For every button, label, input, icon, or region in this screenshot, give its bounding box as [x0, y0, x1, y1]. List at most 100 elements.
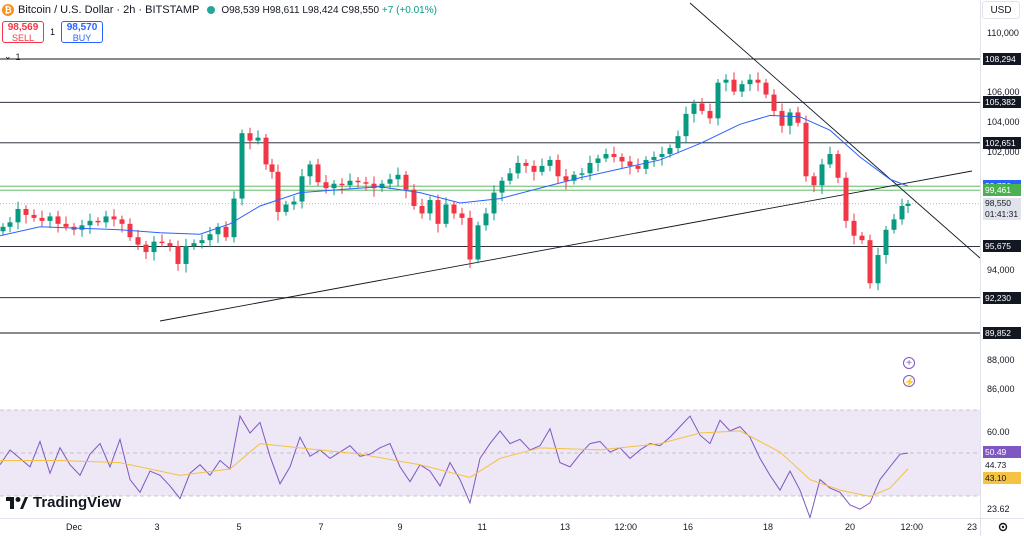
candle[interactable] — [255, 137, 261, 141]
candle[interactable] — [331, 183, 337, 189]
candle[interactable] — [167, 243, 173, 247]
candle[interactable] — [355, 180, 361, 183]
candle[interactable] — [239, 133, 245, 199]
rsi-line[interactable] — [0, 414, 909, 518]
candle[interactable] — [843, 177, 849, 221]
candle[interactable] — [595, 158, 601, 163]
candle[interactable] — [859, 235, 865, 241]
trendline-resistance[interactable] — [689, 2, 980, 259]
candle[interactable] — [875, 255, 881, 284]
candle[interactable] — [63, 223, 69, 227]
candle[interactable] — [435, 200, 441, 224]
candle[interactable] — [143, 244, 149, 253]
candle[interactable] — [475, 225, 481, 260]
rsi-ma-value-label[interactable]: 43.10 — [983, 472, 1021, 484]
candle[interactable] — [111, 216, 117, 220]
candle[interactable] — [611, 153, 617, 157]
candle[interactable] — [827, 153, 833, 165]
lightning-icon[interactable]: ⚡ — [903, 375, 916, 387]
candle[interactable] — [619, 156, 625, 162]
candle[interactable] — [819, 164, 825, 186]
candle[interactable] — [579, 173, 585, 175]
candle[interactable] — [891, 219, 897, 230]
candle[interactable] — [299, 176, 305, 202]
candle[interactable] — [555, 159, 561, 177]
candle[interactable] — [395, 174, 401, 180]
candle[interactable] — [739, 84, 745, 92]
candle[interactable] — [451, 204, 457, 214]
trendline-support[interactable] — [159, 170, 973, 322]
candle[interactable] — [231, 198, 237, 238]
candle[interactable] — [507, 173, 513, 181]
level-price-label[interactable]: 89,852 — [983, 327, 1021, 339]
candle[interactable] — [363, 182, 369, 184]
rsi-level-label[interactable]: 44.73 — [985, 460, 1007, 470]
indicators-toggle[interactable]: ⌄ 1 — [4, 51, 21, 62]
plus-circle-icon[interactable]: + — [903, 357, 915, 369]
candle[interactable] — [787, 112, 793, 126]
candle[interactable] — [387, 179, 393, 184]
candle[interactable] — [247, 133, 253, 141]
candle[interactable] — [643, 159, 649, 169]
level-price-label[interactable]: 102,651 — [983, 136, 1021, 149]
candle[interactable] — [55, 216, 61, 224]
candle[interactable] — [0, 226, 6, 232]
candle[interactable] — [175, 246, 181, 264]
candle[interactable] — [103, 216, 109, 223]
candle[interactable] — [467, 217, 473, 260]
candle[interactable] — [707, 110, 713, 119]
candle[interactable] — [191, 243, 197, 247]
candle[interactable] — [283, 204, 289, 212]
candle[interactable] — [491, 192, 497, 214]
candle[interactable] — [683, 113, 689, 137]
candle[interactable] — [307, 164, 313, 177]
candle[interactable] — [779, 110, 785, 126]
candle[interactable] — [867, 240, 873, 284]
currency-selector[interactable]: USD — [982, 1, 1020, 19]
candle[interactable] — [851, 220, 857, 236]
candle[interactable] — [691, 103, 697, 114]
candle[interactable] — [443, 204, 449, 224]
candle[interactable] — [371, 183, 377, 189]
rsi-value-label[interactable]: 50.49 — [983, 446, 1021, 458]
candle[interactable] — [159, 241, 165, 244]
candle[interactable] — [883, 229, 889, 256]
candle[interactable] — [563, 176, 569, 181]
candle[interactable] — [427, 200, 433, 214]
candle[interactable] — [755, 79, 761, 83]
candle[interactable] — [419, 205, 425, 214]
candle[interactable] — [411, 189, 417, 206]
candle[interactable] — [151, 241, 157, 253]
candle[interactable] — [47, 216, 53, 221]
candle[interactable] — [199, 240, 205, 244]
candle[interactable] — [899, 205, 905, 220]
candle[interactable] — [499, 180, 505, 193]
candle[interactable] — [223, 226, 229, 238]
candle[interactable] — [803, 122, 809, 177]
candle[interactable] — [675, 136, 681, 149]
level-price-label[interactable]: 92,230 — [983, 291, 1021, 304]
candle[interactable] — [207, 234, 213, 241]
candle[interactable] — [15, 208, 21, 223]
candle[interactable] — [667, 148, 673, 154]
candle[interactable] — [323, 182, 329, 189]
candle[interactable] — [723, 79, 729, 83]
candle[interactable] — [731, 79, 737, 92]
candle[interactable] — [7, 222, 13, 227]
level-price-label[interactable]: 95,675 — [983, 240, 1021, 253]
candle[interactable] — [403, 174, 409, 190]
candle[interactable] — [291, 201, 297, 205]
candle[interactable] — [183, 246, 189, 264]
candle[interactable] — [627, 161, 633, 166]
candle[interactable] — [587, 162, 593, 174]
level-price-label[interactable]: 99,461 — [983, 184, 1021, 197]
candle[interactable] — [315, 164, 321, 183]
candle[interactable] — [119, 219, 125, 224]
chart-area[interactable] — [0, 0, 980, 518]
candle[interactable] — [651, 156, 657, 160]
moving-average-line[interactable] — [0, 114, 909, 237]
candle[interactable] — [811, 176, 817, 186]
candle[interactable] — [215, 226, 221, 235]
candle[interactable] — [571, 174, 577, 181]
price-chart[interactable] — [0, 0, 980, 518]
